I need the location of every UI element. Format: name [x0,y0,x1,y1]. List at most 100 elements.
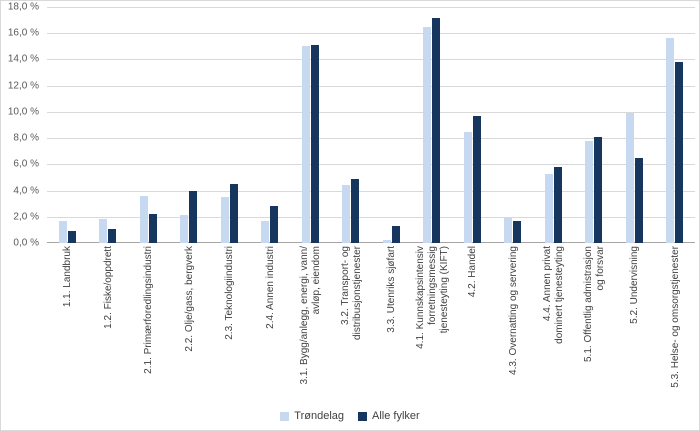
bar-group [209,7,250,243]
bar [463,131,472,243]
bar [148,214,157,243]
bar [67,231,76,243]
x-label-cell: 1.1. Landbruk [47,244,88,402]
y-tick-label: 6,0 % [13,158,39,170]
bar [675,62,684,243]
x-axis-label: 5.3. Helse- og omsorgstjenester [669,246,680,388]
bar-group [493,7,534,243]
x-label-cell: 2.1. Primærforedlingsindustri [128,244,169,402]
bar [544,173,553,243]
x-axis-label: 1.1. Landbruk [61,246,73,308]
legend-item: Alle fylker [358,410,420,422]
y-tick-label: 14,0 % [7,53,39,65]
bar-group [128,7,169,243]
x-label-cell: 3.2. Transport- og distribusjonstjeneste… [331,244,372,402]
x-label-cell: 5.3. Helse- og omsorgstjenester [655,244,696,402]
bar [58,220,67,243]
legend-label: Alle fylker [372,410,420,422]
bar [139,195,148,243]
gridline [47,138,695,140]
bar-group [47,7,88,243]
legend-swatch [280,411,290,421]
bar [666,38,675,243]
bar [261,220,270,243]
bar [270,206,279,243]
x-axis-label: 3.1. Bygg/anlegg, energi, vann/ avløp, e… [298,246,322,385]
bar [189,190,198,243]
bar [382,240,391,243]
x-axis-label: 2.4. Annen industri [264,246,275,329]
bar-group [371,7,412,243]
y-tick-label: 0,0 % [13,237,39,249]
bar [594,136,603,243]
x-axis-label: 2.3. Teknologiindustri [223,246,235,340]
x-label-cell: 3.3. Utenriks sjøfart [371,244,412,402]
x-axis-label: 4.3. Overnatting og servering [507,246,518,375]
y-tick-label: 12,0 % [7,80,39,92]
x-axis-label: 4.2. Handel [466,246,478,298]
bar [432,17,441,243]
x-label-cell: 5.1. Offentlig admistrasjon og forsvar [574,244,615,402]
y-tick-label: 18,0 % [7,1,39,13]
x-axis-label: 4.1. Kunnskapsintensiv forretningsmessig… [414,246,449,349]
bar [391,225,400,243]
bar-group [331,7,372,243]
gridline [47,164,695,166]
bar [553,166,562,243]
bar [351,178,360,243]
bar [423,26,432,243]
y-tick-label: 16,0 % [7,27,39,39]
gridline [47,216,695,218]
y-tick-label: 8,0 % [13,132,39,144]
x-label-cell: 5.2. Undervisning [614,244,655,402]
gridline [47,111,695,113]
y-axis: 0,0 % 2,0 % 4,0 % 6,0 % 8,0 % 10,0 % 12,0 % 14,… [1,2,43,249]
gridline [47,7,695,8]
x-label-cell: 4.3. Overnatting og servering [493,244,534,402]
gridline [47,59,695,61]
bar [504,218,513,243]
x-axis-line [47,242,695,243]
x-axis-label: 5.2. Undervisning [628,246,640,324]
x-axis-label: 3.3. Utenriks sjøfart [385,246,397,333]
bar [625,113,634,243]
y-tick-label: 4,0 % [13,185,39,197]
bar [180,215,189,243]
bar-group [290,7,331,243]
x-label-cell: 4.1. Kunnskapsintensiv forretningsmessig… [412,244,453,402]
legend-item: Trøndelag [280,410,344,422]
bar [108,228,117,243]
bar-group [533,7,574,243]
x-axis-label: 5.1. Offentlig admistrasjon og forsvar [582,246,605,362]
bar-group [169,7,210,243]
plot-area [47,7,695,243]
bar [99,219,108,243]
x-axis-label: 2.2. Olje/gass, bergverk [183,246,194,352]
bar [634,157,643,243]
x-label-cell: 2.2. Olje/gass, bergverk [169,244,210,402]
bar [220,197,229,243]
x-label-cell: 2.4. Annen industri [250,244,291,402]
gridlines [47,7,695,243]
bar-group [412,7,453,243]
bar [585,140,594,243]
bar [342,185,351,243]
x-axis-label: 2.1. Primærforedlingsindustri [142,246,154,374]
bar-group [655,7,696,243]
bar [310,45,319,243]
x-axis-labels: 1.1. Landbruk 1.2. Fiske/oppdrett 2.1. Pri… [47,244,695,402]
bar-groups [47,7,695,243]
legend: Trøndelag Alle fylker [1,406,699,426]
bar [472,115,481,243]
gridline [47,190,695,192]
gridline [47,85,695,87]
bar [229,184,238,243]
legend-label: Trøndelag [294,410,345,422]
y-tick-label: 2,0 % [13,211,39,223]
bar [513,220,522,243]
y-tick-label: 10,0 % [7,106,39,118]
x-label-cell: 1.2. Fiske/oppdrett [88,244,129,402]
legend-swatch [358,411,368,421]
x-label-cell: 3.1. Bygg/anlegg, energi, vann/ avløp, e… [290,244,331,402]
